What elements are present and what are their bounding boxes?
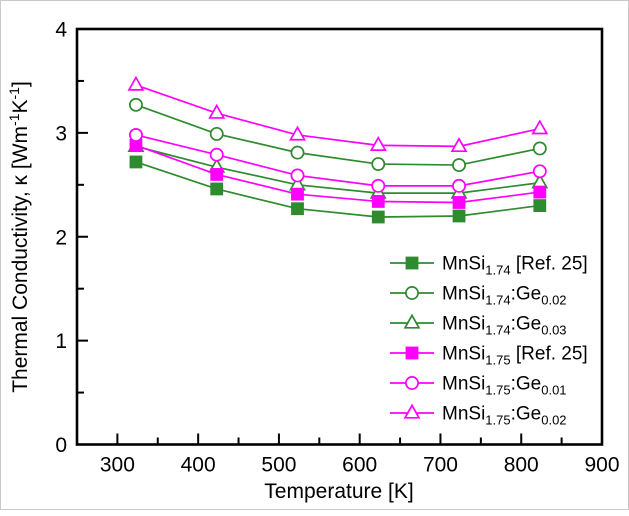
- legend-label: MnSi1.74:Ge0.02: [442, 284, 567, 308]
- data-point-marker: [210, 182, 224, 196]
- data-point-marker: [371, 157, 386, 171]
- data-point-marker: [533, 199, 547, 212]
- series-line: [135, 84, 540, 148]
- series-triangle-green: [127, 137, 549, 199]
- y-tick-label-0: 0: [55, 434, 67, 457]
- data-point-marker: [452, 158, 466, 173]
- data-point-marker: [209, 126, 224, 141]
- data-point-marker: [209, 147, 224, 162]
- legend: MnSi1.74 [Ref. 25] MnSi1.74:Ge0.02 MnSi1.7…: [390, 254, 588, 428]
- data-point-marker: [127, 75, 145, 91]
- series-line: [135, 144, 540, 204]
- data-point-marker: [371, 178, 386, 193]
- legend-item-4: MnSi1.75:Ge0.01: [390, 374, 567, 398]
- data-point-marker: [532, 164, 547, 179]
- x-tick-label-900: 900: [584, 454, 619, 477]
- y-tick-label-4: 4: [55, 19, 67, 42]
- data-point-marker: [290, 145, 305, 160]
- data-point-marker: [531, 119, 549, 135]
- series-circle-green: [129, 97, 547, 173]
- data-point-marker: [210, 168, 224, 181]
- legend-marker: [405, 256, 419, 270]
- x-tick-label-400: 400: [181, 454, 216, 477]
- legend-label: MnSi1.75:Ge0.02: [442, 404, 567, 428]
- y-tick-label-1: 1: [55, 330, 67, 353]
- legend-item-2: MnSi1.74:Ge0.03: [390, 314, 567, 338]
- series-circle-magenta: [129, 128, 547, 193]
- series-line: [135, 104, 540, 166]
- legend-item-0: MnSi1.74 [Ref. 25]: [390, 254, 588, 278]
- data-point-marker: [129, 128, 143, 142]
- x-tick-label-700: 700: [423, 454, 458, 477]
- data-point-marker: [452, 209, 466, 223]
- series-square-magenta: [129, 138, 547, 209]
- legend-marker: [405, 286, 419, 300]
- data-point-marker: [371, 195, 385, 208]
- data-point-marker: [208, 103, 226, 119]
- data-point-marker: [289, 125, 306, 141]
- legend-label: MnSi1.75 [Ref. 25]: [442, 344, 588, 368]
- legend-marker: [405, 346, 419, 360]
- data-point-marker: [290, 168, 305, 183]
- series-triangle-magenta: [127, 75, 549, 153]
- series-line: [135, 145, 540, 194]
- y-axis-title-text: Thermal Conductivity, κ [Wm-1K-1]: [6, 81, 32, 393]
- legend-item-1: MnSi1.74:Ge0.02: [390, 284, 567, 308]
- data-point-marker: [291, 202, 304, 216]
- data-point-marker: [369, 136, 387, 151]
- series-line: [135, 134, 540, 187]
- data-point-marker: [129, 97, 143, 112]
- data-point-marker: [450, 137, 468, 153]
- y-axis-title: Thermal Conductivity, κ [Wm-1K-1]: [6, 81, 32, 393]
- legend-marker: [403, 313, 421, 329]
- data-point-marker: [452, 178, 466, 193]
- x-tick-label-600: 600: [342, 454, 377, 477]
- data-point-marker: [129, 155, 143, 169]
- series-line: [135, 161, 540, 218]
- y-axis-ticks: 0 1 2 3 4: [55, 19, 88, 457]
- y-tick-label-2: 2: [55, 226, 67, 249]
- y-tick-label-3: 3: [55, 122, 67, 145]
- legend-item-3: MnSi1.75 [Ref. 25]: [390, 344, 588, 368]
- data-point-marker: [452, 196, 466, 209]
- legend-marker: [403, 403, 421, 419]
- plot-frame: [75, 27, 604, 446]
- x-tick-label-300: 300: [100, 454, 135, 477]
- legend-label: MnSi1.75:Ge0.01: [442, 374, 567, 398]
- legend-label: MnSi1.74:Ge0.03: [442, 314, 567, 338]
- data-point-marker: [291, 187, 304, 201]
- x-axis-ticks: 300 400 500 600 700 800 900: [100, 433, 620, 477]
- legend-item-5: MnSi1.75:Ge0.02: [390, 404, 567, 428]
- data-series: [127, 75, 549, 224]
- data-point-marker: [533, 185, 547, 199]
- x-tick-label-800: 800: [504, 454, 539, 477]
- legend-label: MnSi1.74 [Ref. 25]: [442, 254, 588, 278]
- series-square-green: [129, 155, 547, 224]
- plot-border: [75, 27, 604, 446]
- x-axis-title: Temperature [K]: [264, 480, 413, 503]
- data-point-marker: [371, 210, 385, 224]
- x-tick-label-500: 500: [261, 454, 296, 477]
- legend-marker: [405, 376, 419, 390]
- data-point-marker: [532, 141, 547, 156]
